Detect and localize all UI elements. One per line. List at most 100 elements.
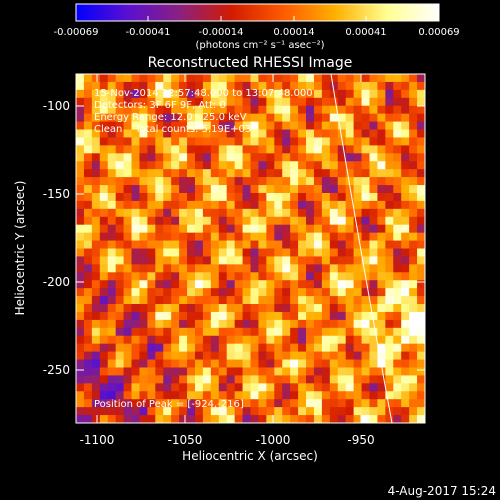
heatmap-cell bbox=[274, 391, 283, 400]
heatmap-cell bbox=[266, 335, 275, 345]
heatmap-cell bbox=[401, 192, 410, 202]
heatmap-cell bbox=[369, 304, 378, 313]
heatmap-cell bbox=[210, 248, 220, 257]
heatmap-cell bbox=[250, 216, 259, 226]
heatmap-cell bbox=[202, 121, 212, 131]
heatmap-cell bbox=[171, 232, 180, 242]
heatmap-cell bbox=[107, 192, 117, 202]
heatmap-cell bbox=[163, 399, 172, 408]
heatmap-cell bbox=[313, 407, 323, 416]
heatmap-cell bbox=[361, 367, 370, 376]
heatmap-cell bbox=[369, 359, 378, 368]
heatmap-cell bbox=[194, 335, 204, 345]
heatmap-cell bbox=[187, 113, 196, 123]
heatmap-cell bbox=[76, 288, 85, 297]
heatmap-cell bbox=[409, 391, 418, 400]
heatmap-cell bbox=[234, 153, 244, 162]
heatmap-cell bbox=[329, 264, 339, 273]
heatmap-cell bbox=[306, 407, 315, 416]
heatmap-cell bbox=[298, 185, 307, 194]
heatmap-cell bbox=[76, 327, 85, 337]
heatmap-cell bbox=[274, 272, 283, 281]
heatmap-cell bbox=[282, 224, 291, 234]
heatmap-cell bbox=[234, 208, 244, 218]
heatmap-cell bbox=[290, 97, 299, 107]
heatmap-cell bbox=[321, 264, 331, 273]
heatmap-cell bbox=[417, 169, 425, 178]
heatmap-cell bbox=[242, 232, 251, 242]
heatmap-cell bbox=[290, 407, 299, 416]
heatmap-cell bbox=[329, 224, 339, 234]
heatmap-cell bbox=[393, 311, 402, 321]
heatmap-cell bbox=[401, 280, 410, 289]
heatmap-cell bbox=[226, 343, 236, 353]
heatmap-cell bbox=[115, 74, 125, 83]
heatmap-cell bbox=[147, 319, 156, 329]
heatmap-cell bbox=[76, 375, 85, 384]
heatmap-cell bbox=[123, 185, 133, 194]
heatmap-cell bbox=[226, 272, 236, 281]
heatmap-cell bbox=[361, 240, 370, 249]
heatmap-cell bbox=[131, 200, 140, 210]
heatmap-cell bbox=[139, 97, 148, 107]
heatmap-cell bbox=[179, 383, 188, 392]
heatmap-cell bbox=[401, 177, 410, 186]
heatmap-cell bbox=[401, 89, 410, 99]
heatmap-cell bbox=[321, 415, 331, 423]
heatmap-cell bbox=[83, 137, 93, 146]
heatmap-cell bbox=[385, 113, 394, 123]
heatmap-cell bbox=[290, 256, 299, 265]
heatmap-cell bbox=[274, 177, 283, 186]
heatmap-cell bbox=[226, 192, 236, 202]
heatmap-cell bbox=[147, 407, 156, 416]
heatmap-cell bbox=[298, 153, 307, 162]
heatmap-cell bbox=[290, 216, 299, 226]
heatmap-cell bbox=[155, 129, 164, 138]
heatmap-cell bbox=[266, 256, 275, 265]
heatmap-cell bbox=[321, 200, 331, 210]
heatmap-cell bbox=[417, 216, 425, 226]
heatmap-cell bbox=[218, 415, 228, 423]
heatmap-cell bbox=[353, 169, 363, 178]
heatmap-cell bbox=[242, 192, 251, 202]
heatmap-cell bbox=[409, 304, 418, 313]
heatmap-cell bbox=[123, 200, 133, 210]
heatmap-cell bbox=[242, 240, 251, 249]
heatmap-cell bbox=[226, 351, 236, 361]
heatmap-cell bbox=[99, 272, 109, 281]
heatmap-cell bbox=[187, 208, 196, 218]
colorbar-tick-label-4: 0.00041 bbox=[345, 27, 386, 38]
heatmap-cell bbox=[210, 161, 220, 170]
heatmap-cell bbox=[274, 185, 283, 194]
heatmap-cell bbox=[147, 224, 156, 234]
heatmap-cell bbox=[329, 351, 339, 361]
heatmap-cell bbox=[385, 311, 394, 321]
heatmap-cell bbox=[115, 161, 125, 170]
heatmap-cell bbox=[417, 232, 425, 242]
x-axis-ticks bbox=[96, 74, 362, 423]
heatmap-cell bbox=[258, 359, 267, 368]
heatmap-cell bbox=[337, 280, 347, 289]
heatmap-cell bbox=[155, 105, 164, 115]
heatmap-cell bbox=[361, 248, 370, 257]
heatmap-cell bbox=[123, 89, 133, 99]
heatmap-cell bbox=[139, 89, 148, 99]
heatmap-cell bbox=[139, 105, 148, 115]
heatmap-cell bbox=[417, 399, 425, 408]
heatmap-cell bbox=[282, 177, 291, 186]
heatmap-cell bbox=[202, 74, 212, 83]
heatmap-cell bbox=[417, 256, 425, 265]
heatmap-cell bbox=[298, 296, 307, 305]
heatmap-cells bbox=[76, 74, 425, 423]
heatmap-cell bbox=[242, 272, 251, 281]
annotation-energy-range: Energy Range: 12.0 - 25.0 keV bbox=[94, 112, 247, 123]
heatmap-cell bbox=[139, 153, 148, 162]
heatmap-cell bbox=[218, 113, 228, 123]
heatmap-cell bbox=[306, 248, 315, 257]
heatmap-cell bbox=[123, 121, 133, 131]
heatmap-cell bbox=[361, 137, 370, 146]
heatmap-cell bbox=[194, 319, 204, 329]
heatmap-cell bbox=[369, 232, 378, 242]
heatmap-cell bbox=[290, 415, 299, 423]
heatmap-cell bbox=[107, 407, 117, 416]
